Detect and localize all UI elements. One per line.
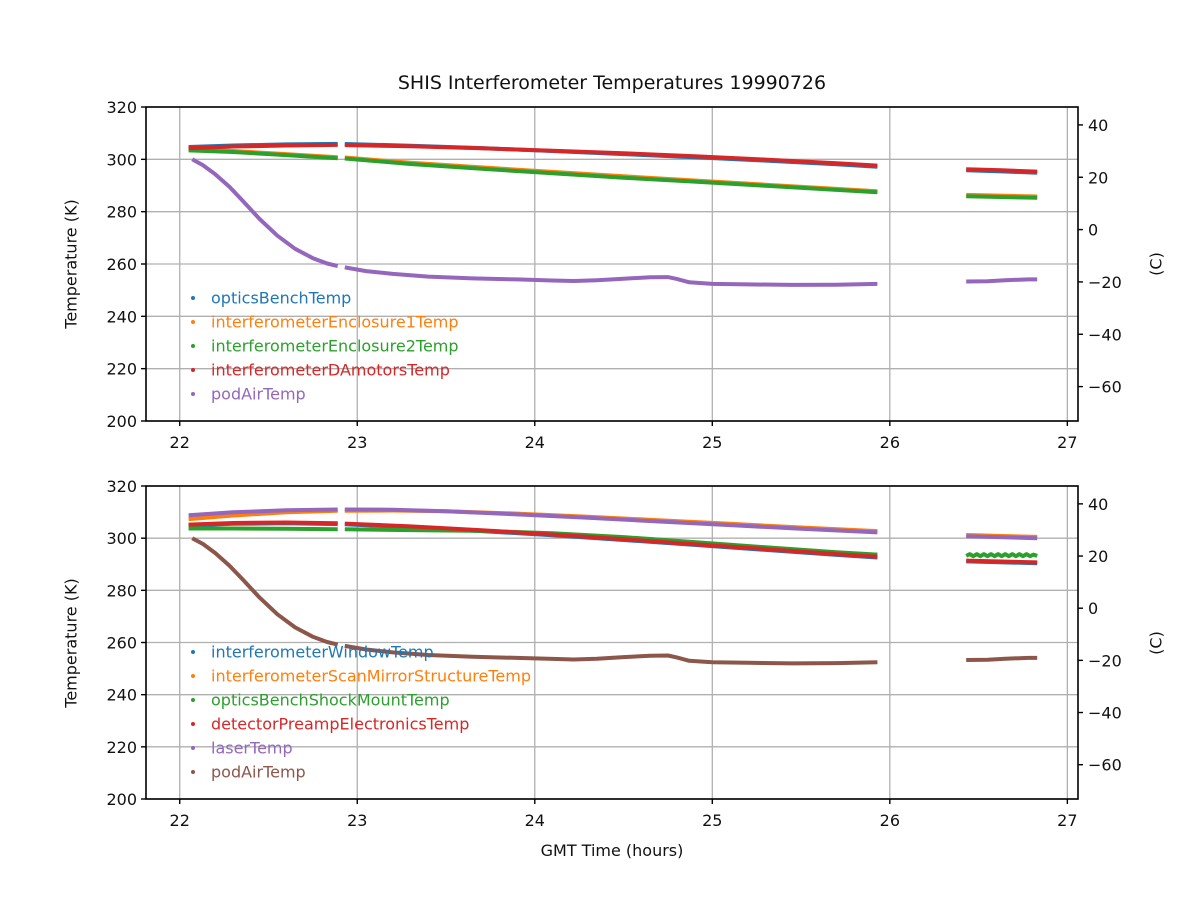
bottom-y-axis-label-right: (C) [1146, 631, 1166, 655]
x-axis-label: GMT Time (hours) [540, 841, 684, 860]
y-tick-label-right: −40 [1088, 325, 1122, 344]
laserTemp-line [188, 507, 338, 518]
y-tick-label-right: 20 [1088, 547, 1108, 566]
y-tick-label-right: 0 [1088, 599, 1098, 618]
legend-label: interferometerEnclosure2Temp [211, 337, 459, 356]
legend-marker [191, 320, 195, 324]
legend-marker [191, 650, 195, 654]
legend-marker [191, 674, 195, 678]
laserTemp-line [966, 534, 1038, 541]
legend-marker [191, 746, 195, 750]
y-tick-label-left: 240 [106, 307, 137, 326]
legend-label: detectorPreampElectronicsTemp [211, 715, 469, 734]
x-tick-label: 27 [1057, 433, 1077, 452]
detectorPreampElectronicsTemp-line [966, 558, 1038, 565]
interferometerEnclosure2Temp-line [966, 194, 1038, 200]
interferometerDAmotorsTemp-line [188, 142, 338, 151]
legend-label: podAirTemp [211, 385, 306, 404]
podAirTemp-line [191, 157, 339, 269]
legend-label: interferometerDAmotorsTemp [211, 361, 450, 380]
y-tick-label-left: 260 [106, 255, 137, 274]
legend-marker [191, 698, 195, 702]
legend-label: opticsBenchShockMountTemp [211, 691, 450, 710]
y-tick-label-left: 200 [106, 412, 137, 431]
x-tick-label: 25 [702, 811, 722, 830]
x-tick-label: 25 [702, 433, 722, 452]
x-tick-label: 22 [170, 811, 190, 830]
top-y-axis-label-left: Temperature (K) [61, 199, 81, 329]
y-tick-label-right: −40 [1088, 704, 1122, 723]
y-tick-label-left: 280 [106, 581, 137, 600]
top-y-axis-label-right: (C) [1146, 252, 1166, 276]
y-tick-label-left: 220 [106, 738, 137, 757]
legend-label: interferometerScanMirrorStructureTemp [211, 667, 531, 686]
legend-label: interferometerWindowTemp [211, 643, 434, 662]
x-tick-label: 24 [525, 811, 545, 830]
y-tick-label-left: 200 [106, 790, 137, 809]
laserTemp-line [344, 507, 878, 535]
chart-title: SHIS Interferometer Temperatures 1999072… [397, 72, 827, 94]
x-tick-label: 22 [170, 433, 190, 452]
y-tick-label-left: 260 [106, 634, 137, 653]
y-tick-label-left: 220 [106, 360, 137, 379]
y-tick-label-left: 320 [106, 477, 137, 496]
interferometerEnclosure2Temp-line [344, 156, 878, 195]
podAirTemp-line [966, 277, 1038, 284]
legend-label: opticsBenchTemp [211, 289, 351, 308]
y-tick-label-left: 320 [106, 98, 137, 117]
detectorPreampElectronicsTemp-line [344, 521, 878, 559]
y-tick-label-right: 40 [1088, 116, 1108, 135]
podAirTemp-line [344, 265, 878, 287]
y-tick-label-right: −20 [1088, 651, 1122, 670]
y-tick-label-left: 300 [106, 150, 137, 169]
y-tick-label-right: 20 [1088, 168, 1108, 187]
legend-marker [191, 296, 195, 300]
x-tick-label: 23 [347, 433, 367, 452]
y-tick-label-left: 300 [106, 529, 137, 548]
y-tick-label-right: −20 [1088, 273, 1122, 292]
y-tick-label-right: 40 [1088, 495, 1108, 514]
legend-marker [191, 770, 195, 774]
x-tick-label: 26 [880, 811, 900, 830]
x-tick-label: 24 [525, 433, 545, 452]
opticsBenchShockMountTemp-line [965, 552, 1038, 559]
y-tick-label-left: 280 [106, 203, 137, 222]
podAirTemp-line [966, 655, 1038, 662]
legend-marker [191, 392, 195, 396]
legend-label: podAirTemp [211, 763, 306, 782]
y-tick-label-right: −60 [1088, 378, 1122, 397]
interferometerDAmotorsTemp-line [966, 167, 1038, 174]
legend-label: laserTemp [211, 739, 293, 758]
legend-label: interferometerEnclosure1Temp [211, 313, 459, 332]
y-tick-label-left: 240 [106, 686, 137, 705]
x-tick-label: 23 [347, 811, 367, 830]
podAirTemp-line [344, 643, 878, 666]
legend-marker [191, 722, 195, 726]
interferometerEnclosure2Temp-line [188, 148, 338, 161]
x-tick-label: 26 [880, 433, 900, 452]
y-tick-label-right: 0 [1088, 221, 1098, 240]
bottom-y-axis-label-left: Temperature (K) [61, 578, 81, 708]
legend-marker [191, 344, 195, 348]
detectorPreampElectronicsTemp-line [188, 520, 338, 527]
y-tick-label-right: −60 [1088, 756, 1122, 775]
legend-marker [191, 368, 195, 372]
x-tick-label: 27 [1057, 811, 1077, 830]
podAirTemp-line [191, 536, 339, 647]
opticsBenchShockMountTemp-line [188, 526, 338, 532]
interferometerDAmotorsTemp-line [344, 143, 878, 168]
